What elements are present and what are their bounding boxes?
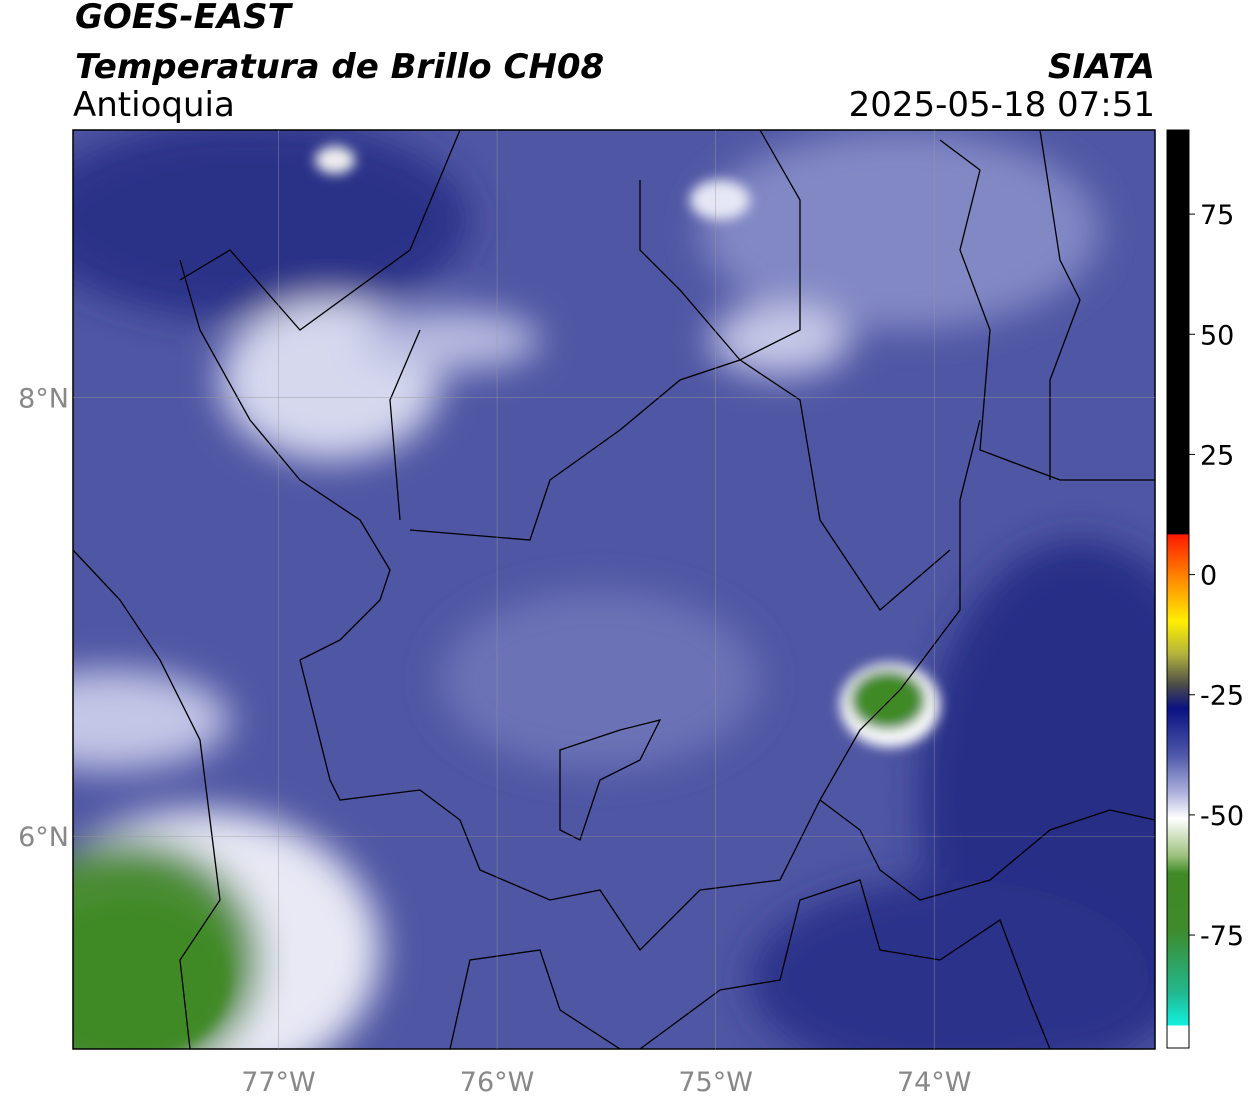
- x-tick-label: 74°W: [897, 1067, 972, 1098]
- colorbar-tick-label: -50: [1200, 801, 1244, 832]
- timestamp: 2025-05-18 07:51: [849, 85, 1155, 125]
- colorbar-tick-label: 0: [1200, 561, 1217, 592]
- x-tick-label: 75°W: [678, 1067, 753, 1098]
- colorbar-tick-label: 25: [1200, 440, 1234, 471]
- x-tick-label: 77°W: [241, 1067, 316, 1098]
- y-tick-label: 6°N: [18, 822, 69, 853]
- colorbar-tick-label: -25: [1200, 681, 1244, 712]
- colorbar-tick-label: -75: [1200, 921, 1244, 952]
- x-tick-label: 76°W: [460, 1067, 535, 1098]
- title: GOES-EAST: [75, 0, 294, 37]
- region: Antioquia: [73, 85, 235, 125]
- y-tick-label: 8°N: [18, 384, 69, 415]
- colorbar-tick-label: 75: [1200, 200, 1234, 231]
- subtitle: Temperatura de Brillo CH08: [75, 47, 604, 87]
- map-frame: [72, 129, 1156, 1050]
- source: SIATA: [1048, 47, 1155, 87]
- colorbar: [1166, 129, 1190, 1049]
- colorbar-tick-label: 50: [1200, 320, 1234, 351]
- map-image: [73, 130, 1155, 1049]
